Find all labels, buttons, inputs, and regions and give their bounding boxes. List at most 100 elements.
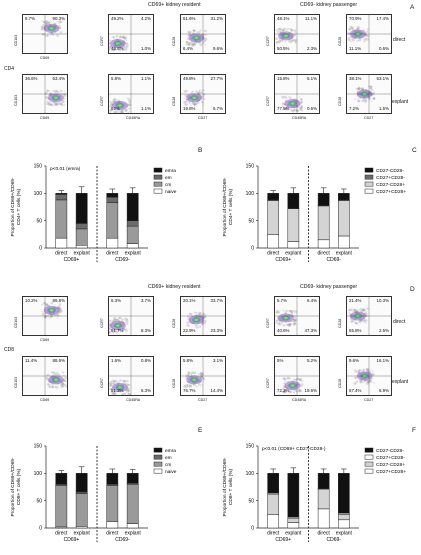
y-tick-label: 150 — [246, 164, 255, 170]
y-axis-label: CD4+ T cells (%) — [228, 188, 234, 225]
flow-plot: 48.1%11.1%50.5%2.3% — [274, 14, 320, 54]
x-axis-label: CD69 — [40, 117, 49, 121]
group-label: CD69- — [327, 537, 342, 543]
flow-plot: 6.3%3.7%81.7%8.3% — [108, 296, 154, 336]
y-axis-label: Proportion of CD69+/CD69- — [222, 457, 228, 516]
y-axis-label: CD28 — [339, 319, 343, 328]
bar-segment-cd27-cd28- — [288, 193, 299, 208]
row-label-explant-d: explant — [392, 380, 408, 385]
quadrant-value: 19.8% — [183, 107, 195, 111]
bar-segment-cd27-cd28- — [288, 241, 299, 248]
quadrant-value: 40.6% — [277, 329, 289, 333]
bar-segment-cd27-cd28- — [338, 473, 349, 513]
bar-segment-cd27-cd28- — [268, 494, 279, 514]
header-a-resident: CD69+ kidney resident — [148, 3, 201, 8]
bar-segment-cm — [76, 229, 87, 245]
bar-segment-naive — [107, 238, 118, 248]
quadrant-value: 49.2% — [111, 17, 123, 21]
x-tick-label: direct — [106, 251, 119, 257]
x-tick-label: explant — [74, 531, 91, 537]
quadrant-value: 10.2% — [25, 299, 37, 303]
y-axis-label: CD28 — [173, 97, 177, 106]
quadrant-value: 27.7% — [211, 77, 223, 81]
legend-label: CD27+CD28- — [376, 175, 405, 181]
bar-segment-cd27-cd28- — [268, 234, 279, 248]
x-axis-label: CD27 — [198, 117, 207, 121]
y-axis-label: CD28 — [339, 379, 343, 388]
bar-segment-cd27-cd28- — [288, 473, 299, 517]
quadrant-value: 6.1% — [307, 77, 317, 81]
panel-letter-a: A — [410, 5, 414, 12]
bar-segment-naive — [56, 238, 67, 248]
row-label-direct-a: direct — [393, 38, 405, 43]
quadrant-value: 10.3% — [377, 299, 389, 303]
quadrant-value: 5.8% — [183, 359, 193, 363]
quadrant-value: 20.1% — [183, 299, 195, 303]
bar-segment-cd27-cd28- — [268, 514, 279, 528]
y-axis-label: CCR7 — [267, 318, 271, 328]
significance-annotation: p<0.01 (CD69+ CD27-CD28-) — [262, 446, 326, 452]
y-axis-label: CCR7 — [267, 36, 271, 46]
bar-segment-cm — [107, 203, 118, 239]
x-axis-label: CD27 — [364, 117, 373, 121]
y-axis-label: CD103 — [15, 317, 19, 328]
quadrant-value: 6.4% — [307, 299, 317, 303]
legend-label: CD27-CD28+ — [376, 182, 405, 188]
bar-segment-cd27-cd28- — [268, 193, 279, 200]
quadrant-value: 23.3% — [211, 329, 223, 333]
legend-swatch — [365, 455, 373, 459]
bar-segment-cm — [56, 485, 67, 527]
quadrant-value: 1.5% — [379, 107, 389, 111]
y-tick-label: 150 — [34, 164, 43, 170]
bar-segment-em — [127, 221, 138, 226]
x-axis-label: CD45RA — [292, 399, 306, 403]
bar-segment-cd27-cd28- — [318, 490, 329, 509]
group-label: CD69+ — [64, 257, 80, 263]
flow-plot: 9.6%16.1%67.4%6.9% — [346, 356, 392, 396]
quadrant-value: 3.7% — [141, 299, 151, 303]
x-tick-label: explant — [125, 531, 142, 537]
y-tick-label: 150 — [246, 444, 255, 450]
y-axis-label: Proportion of CD69+/CD69- — [222, 177, 228, 236]
quadrant-value: 7.2% — [349, 107, 359, 111]
quadrant-value: 8.3% — [141, 329, 151, 333]
quadrant-value: 5.8% — [111, 77, 121, 81]
side-label-cd4: CD4 — [4, 67, 14, 72]
flow-plot: 51.6%31.2%6.4%9.6% — [180, 14, 226, 54]
bar-segment-cd27-cd28- — [268, 200, 279, 234]
quadrant-value: 11.1% — [349, 47, 361, 51]
bar-segment-cd27-cd28- — [288, 518, 299, 522]
bar-segment-cd27-cd28- — [318, 206, 329, 240]
quadrant-value: 14.4% — [211, 389, 223, 393]
bar-segment-cm — [56, 200, 67, 238]
legend-swatch — [365, 462, 373, 466]
significance-annotation: p<0.01 (emra) — [50, 166, 81, 172]
bar-segment-naive — [107, 521, 118, 528]
bar-segment-cm — [107, 485, 118, 521]
bar-segment-emra — [107, 193, 118, 197]
x-axis-label: CD45RA — [126, 399, 140, 403]
quadrant-value: 0.6% — [379, 47, 389, 51]
y-tick-label: 50 — [36, 498, 42, 504]
y-axis-label: CD28 — [173, 379, 177, 388]
quadrant-value: 16.1% — [377, 359, 389, 363]
quadrant-value: 65.8% — [349, 329, 361, 333]
legend-label: em — [165, 176, 172, 181]
y-axis-label: CD4+ T cells (%) — [16, 188, 22, 225]
x-tick-label: explant — [285, 251, 302, 257]
quadrant-value: 6.9% — [379, 389, 389, 393]
bar-segment-cd27-cd28- — [318, 473, 329, 488]
flow-plot: 38.1%53.1%7.2%1.5% — [346, 74, 392, 114]
quadrant-value: 92% — [111, 107, 120, 111]
quadrant-value: 19.6% — [305, 389, 317, 393]
y-axis-label: CD28 — [339, 37, 343, 46]
quadrant-value: 9.6% — [213, 47, 223, 51]
bar-segment-emra — [56, 473, 67, 484]
legend-label: cm — [165, 183, 171, 188]
bar-segment-emra — [127, 473, 138, 483]
quadrant-value: 9.6% — [349, 359, 359, 363]
quadrant-value: 6.7% — [213, 107, 223, 111]
flow-plot: 15.8%6.1%77.5%0.6% — [274, 74, 320, 114]
